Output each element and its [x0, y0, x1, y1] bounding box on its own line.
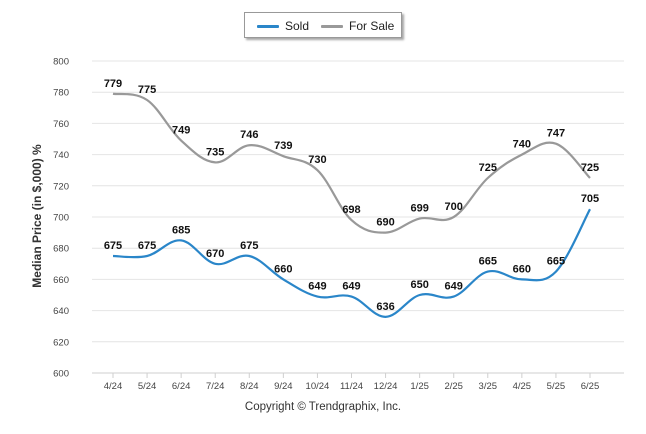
data-label-sold: 660 — [274, 263, 292, 275]
data-label-for-sale: 749 — [172, 125, 190, 137]
data-label-for-sale: 740 — [513, 139, 531, 151]
data-label-for-sale: 699 — [410, 203, 428, 215]
data-label-sold: 665 — [479, 256, 497, 268]
series-line-for-sale — [112, 92, 591, 234]
y-tick-label: 640 — [53, 306, 69, 317]
x-tick-label: 6/24 — [172, 381, 191, 392]
x-tick-label: 4/24 — [104, 381, 123, 392]
data-label-for-sale: 725 — [479, 162, 497, 174]
legend-label-for-sale: For Sale — [349, 19, 395, 33]
x-tick-label: 6/25 — [581, 381, 600, 392]
data-label-sold: 649 — [445, 281, 463, 293]
data-label-sold: 670 — [206, 248, 224, 260]
y-tick-label: 760 — [53, 119, 69, 130]
x-tick-label: 2/25 — [444, 381, 463, 392]
y-tick-label: 660 — [53, 275, 69, 286]
x-tick-label: 5/25 — [547, 381, 566, 392]
x-tick-label: 8/24 — [240, 381, 259, 392]
y-tick-label: 720 — [53, 181, 69, 192]
data-label-sold: 675 — [240, 240, 258, 252]
data-label-for-sale: 779 — [104, 78, 122, 90]
data-label-for-sale: 775 — [138, 84, 156, 96]
data-label-sold: 705 — [581, 193, 599, 205]
x-tick-label: 5/24 — [138, 381, 157, 392]
data-label-sold: 660 — [513, 263, 531, 275]
y-tick-label: 780 — [53, 88, 69, 99]
data-label-for-sale: 725 — [581, 162, 599, 174]
x-tick-label: 10/24 — [306, 381, 330, 392]
y-tick-label: 620 — [53, 337, 69, 348]
data-labels: 675 675 685 670 675 660 649 649 636 650 649 665 660 6… — [104, 78, 599, 313]
data-label-sold: 636 — [376, 301, 394, 313]
y-tick-label: 800 — [53, 57, 69, 68]
legend-swatch-sold — [257, 24, 279, 28]
x-tick-label: 7/24 — [206, 381, 225, 392]
series-lines — [112, 92, 591, 318]
data-label-for-sale: 690 — [376, 217, 394, 229]
x-axis-ticks: 4/24 5/24 6/24 7/24 8/24 9/24 10/24 11/24 12/24 1… — [104, 373, 600, 392]
y-tick-label: 700 — [53, 213, 69, 224]
data-label-sold: 675 — [104, 240, 122, 252]
x-tick-label: 4/25 — [513, 381, 532, 392]
x-tick-label: 9/24 — [274, 381, 293, 392]
data-label-sold: 649 — [308, 281, 326, 293]
x-tick-label: 3/25 — [479, 381, 498, 392]
data-label-sold: 665 — [547, 256, 565, 268]
data-label-sold: 675 — [138, 240, 156, 252]
x-tick-label: 1/25 — [410, 381, 429, 392]
legend-swatch-for-sale — [321, 24, 343, 28]
data-label-for-sale: 739 — [274, 140, 292, 152]
y-tick-label: 680 — [53, 244, 69, 255]
legend: Sold For Sale — [244, 12, 402, 38]
y-tick-label: 740 — [53, 150, 69, 161]
copyright-text: Copyright © Trendgraphix, Inc. — [244, 401, 402, 413]
data-label-sold: 650 — [410, 279, 428, 291]
data-label-sold: 685 — [172, 224, 190, 236]
series-line-sold — [112, 208, 591, 318]
data-label-for-sale: 735 — [206, 146, 224, 158]
data-label-for-sale: 746 — [240, 129, 258, 141]
legend-label-sold: Sold — [285, 19, 310, 33]
data-label-for-sale: 700 — [445, 201, 463, 213]
y-axis-label: Median Price (in $,000) % — [30, 144, 44, 288]
x-tick-label: 11/24 — [340, 381, 363, 392]
y-axis-ticks: 600 620 640 660 680 700 720 740 760 780 800 — [53, 57, 69, 380]
data-label-for-sale: 730 — [308, 154, 326, 166]
grid-lines — [92, 60, 624, 374]
y-tick-label: 600 — [53, 369, 69, 380]
legend-item-for-sale[interactable]: For Sale — [321, 19, 394, 33]
x-tick-label: 12/24 — [374, 381, 398, 392]
data-label-for-sale: 747 — [547, 128, 565, 140]
data-label-for-sale: 698 — [342, 204, 360, 216]
legend-item-sold[interactable]: Sold — [257, 19, 309, 33]
data-label-sold: 649 — [342, 281, 360, 293]
